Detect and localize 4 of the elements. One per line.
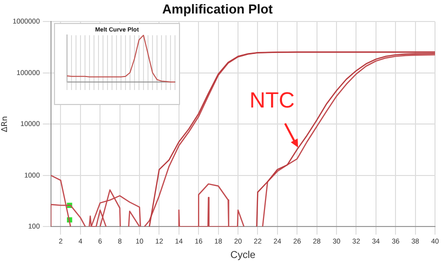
x-axis-title: Cycle — [230, 250, 256, 261]
annotation: NTC — [249, 88, 295, 113]
chart-title: Amplification Plot — [162, 1, 274, 16]
y-axis-title: ΔRn — [0, 116, 9, 132]
